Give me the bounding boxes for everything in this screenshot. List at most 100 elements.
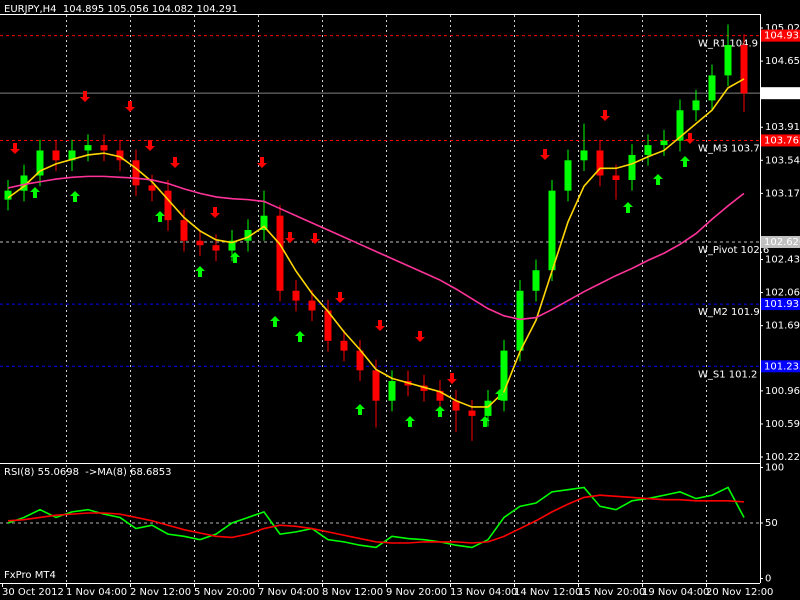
sell-arrow: [125, 101, 135, 112]
buy-arrow: [270, 316, 280, 327]
x-tick-label: 8 Nov 12:00: [322, 587, 383, 598]
candle-body: [516, 290, 524, 351]
buy-arrow: [355, 404, 365, 415]
candle-body: [164, 190, 172, 221]
candle-body: [324, 310, 332, 341]
level-price: 102.626: [764, 237, 800, 248]
level-price-box: [761, 134, 800, 147]
moving-average: [7, 175, 745, 321]
candle-body: [612, 175, 620, 180]
level-price-box: [761, 29, 800, 42]
candle-body: [436, 390, 444, 401]
y-tick-label: 0: [765, 574, 771, 585]
sell-arrow: [415, 331, 425, 342]
y-tick-label: 100.960: [765, 386, 800, 397]
candle-body: [388, 381, 396, 401]
buy-arrow: [435, 406, 445, 417]
y-tick-label: 101.690: [765, 321, 800, 332]
sell-arrow: [80, 91, 90, 102]
sell-arrow: [310, 233, 320, 244]
sell-arrow: [145, 140, 155, 151]
y-tick-label: 100: [765, 462, 784, 473]
x-tick-label: 14 Nov 12:00: [514, 587, 581, 598]
candle-body: [452, 400, 460, 411]
candle-body: [148, 185, 156, 191]
candle-body: [484, 400, 492, 416]
buy-arrow: [653, 174, 663, 185]
level-label: W_Pivot 102.6: [698, 245, 769, 256]
candle-body: [20, 175, 28, 191]
level-label: W_M3 103.7: [698, 143, 760, 154]
candle-body: [420, 385, 428, 391]
candle-body: [276, 215, 284, 291]
y-tick-label: 50: [765, 518, 778, 529]
last-price: 104.291: [764, 88, 800, 99]
sell-arrow: [685, 133, 695, 144]
sell-arrow: [257, 157, 267, 168]
sell-arrow: [210, 207, 220, 218]
candle-body: [468, 410, 476, 416]
sell-arrow: [335, 292, 345, 303]
rsi-title: RSI(8) 55.0698 ->MA(8) 68.6853: [4, 467, 171, 478]
candle-body: [564, 160, 572, 191]
x-tick-label: 20 Nov 12:00: [706, 587, 773, 598]
candle-body: [628, 154, 636, 180]
candle-body: [196, 240, 204, 246]
buy-arrow: [295, 331, 305, 342]
candle-body: [500, 350, 508, 401]
candle-body: [340, 340, 348, 351]
candle-body: [68, 150, 76, 161]
y-tick-label: 100.590: [765, 419, 800, 430]
candle-body: [52, 150, 60, 161]
symbol-header: EURJPY,H4 104.895 105.056 104.082 104.29…: [4, 4, 238, 15]
level-label: W_S1 101.2: [698, 369, 757, 380]
x-tick-label: 19 Nov 04:00: [642, 587, 709, 598]
level-price: 103.762: [764, 135, 800, 146]
y-tick-label: 103.910: [765, 122, 800, 133]
candle-body: [84, 145, 92, 151]
y-tick-label: 103.170: [765, 188, 800, 199]
buy-arrow: [623, 202, 633, 213]
level-price: 101.931: [764, 299, 800, 310]
buy-arrow: [405, 416, 415, 427]
level-price: 101.235: [764, 361, 800, 372]
candle-body: [596, 150, 604, 176]
x-tick-label: 2 Nov 12:00: [130, 587, 191, 598]
buy-arrow: [195, 266, 205, 277]
y-tick-label: 102.060: [765, 288, 800, 299]
sell-arrow: [540, 149, 550, 160]
buy-arrow: [230, 252, 240, 263]
candle-body: [740, 45, 748, 94]
candle-body: [100, 145, 108, 151]
candle-body: [660, 140, 668, 146]
candle-body: [260, 215, 268, 231]
candle-body: [308, 300, 316, 311]
last-price-box: [761, 87, 800, 100]
x-tick-label: 30 Oct 2012: [2, 587, 64, 598]
candle-body: [580, 150, 588, 161]
buy-arrow: [680, 156, 690, 167]
candle-body: [708, 75, 716, 101]
candle-body: [644, 145, 652, 155]
candle-body: [676, 110, 684, 141]
moving-average: [7, 78, 745, 408]
candle-body: [132, 160, 140, 186]
candle-body: [116, 150, 124, 161]
sell-arrow: [10, 143, 20, 154]
level-label: W_M2 101.9: [698, 307, 760, 318]
buy-arrow: [155, 211, 165, 222]
candle-body: [292, 290, 300, 301]
x-tick-label: 7 Nov 04:00: [258, 587, 319, 598]
candle-body: [36, 150, 44, 176]
sell-arrow: [285, 232, 295, 243]
buy-arrow: [30, 187, 40, 198]
y-tick-label: 103.540: [765, 155, 800, 166]
candle-body: [356, 350, 364, 371]
sell-arrow: [600, 110, 610, 121]
broker-label: FxPro MT4: [4, 570, 56, 581]
y-tick-label: 104.650: [765, 56, 800, 67]
sell-arrow: [447, 373, 457, 384]
